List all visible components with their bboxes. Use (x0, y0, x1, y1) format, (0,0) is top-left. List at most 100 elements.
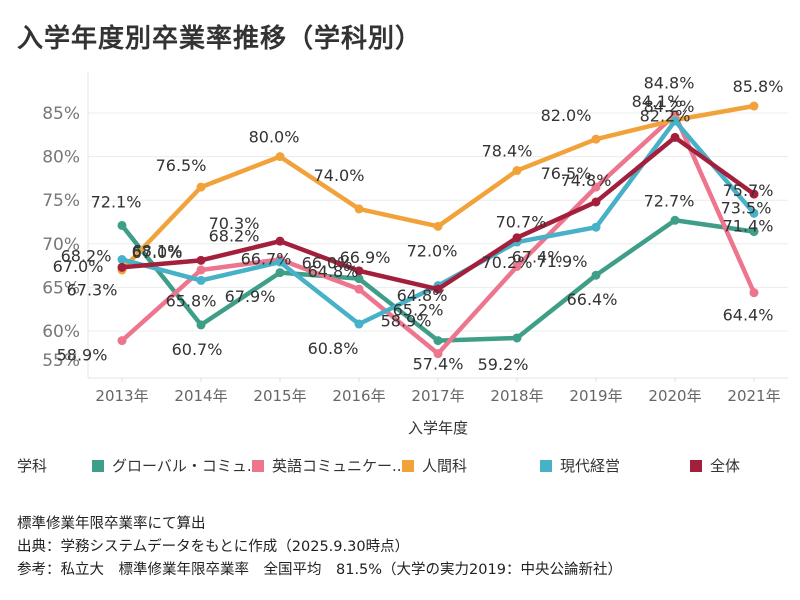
data-label: 78.4% (482, 142, 533, 161)
data-point (512, 166, 522, 176)
data-point (749, 208, 759, 218)
data-label: 82.0% (541, 106, 592, 125)
data-point (275, 268, 285, 278)
data-label: 67.0% (53, 257, 104, 276)
data-point (591, 222, 601, 232)
data-label: 66.0% (302, 254, 353, 273)
data-point (433, 284, 443, 294)
y-tick-label: 75% (42, 191, 80, 211)
data-point (196, 275, 206, 285)
data-point (196, 182, 206, 192)
legend-item-modern-management[interactable]: 現代経営 (540, 455, 620, 476)
data-label: 72.0% (407, 241, 458, 260)
data-label: 65.2% (393, 301, 444, 320)
data-label: 71.9% (537, 252, 588, 271)
data-point (275, 152, 285, 162)
data-label: 64.8% (308, 262, 359, 281)
data-label: 72.7% (644, 191, 695, 210)
data-point (433, 349, 443, 359)
data-label: 58.9% (381, 312, 432, 331)
legend-item-overall[interactable]: 全体 (690, 455, 740, 476)
data-point (670, 116, 680, 126)
legend: 学科 グローバル・コミュ.. 英語コミュニケー.. 人間科 現代経営 全体 (17, 455, 797, 479)
x-tick-label: 2021年 (727, 387, 780, 405)
data-point (512, 333, 522, 343)
y-tick-label: 55% (42, 351, 80, 371)
data-point (591, 197, 601, 207)
legend-swatch (540, 459, 552, 472)
data-point (275, 257, 285, 267)
data-label: 74.0% (314, 166, 365, 185)
data-point (117, 262, 127, 272)
line-chart: 85% 80% 75% 70% 65% 60% 55% 2013年 2014年 2015年 2016… (42, 72, 788, 437)
legend-swatch (252, 459, 264, 472)
data-point (591, 182, 601, 192)
data-label: 59.2% (478, 355, 529, 374)
legend-item-global[interactable]: グローバル・コミュ.. (92, 455, 256, 476)
data-label: 64.4% (723, 306, 774, 325)
data-label: 68.1% (132, 241, 183, 260)
data-point (749, 101, 759, 111)
data-label: 66.4% (567, 290, 618, 309)
legend-label: 人間科 (422, 457, 468, 475)
data-point (433, 336, 443, 346)
data-label: 72.1% (91, 192, 142, 211)
data-point (591, 134, 601, 144)
legend-title: 学科 (17, 457, 48, 475)
data-label: 84.1% (632, 92, 683, 111)
data-label: 67.4% (512, 247, 563, 266)
data-point (749, 288, 759, 298)
data-point (512, 233, 522, 243)
data-label: 85.8% (733, 77, 784, 96)
data-label: 67.9% (225, 287, 276, 306)
legend-item-human-sciences[interactable]: 人間科 (402, 455, 467, 476)
data-point (354, 319, 364, 329)
data-label: 68.2% (209, 226, 260, 245)
data-label: 66.9% (340, 248, 391, 267)
data-point (670, 132, 680, 142)
data-point (354, 284, 364, 294)
data-point (433, 221, 443, 231)
data-point (117, 336, 127, 346)
data-label: 67.3% (67, 280, 118, 299)
data-label: 75.7% (723, 181, 774, 200)
data-label: 60.8% (308, 339, 359, 358)
x-tick-label: 2016年 (332, 387, 385, 405)
x-tick-label: 2013年 (95, 387, 148, 405)
data-point (196, 255, 206, 265)
data-point (749, 189, 759, 199)
footnote-source: 出典：学務システムデータをもとに作成（2025.9.30時点） (17, 539, 410, 555)
legend-label: グローバル・コミュ.. (112, 457, 257, 475)
data-label: 84.2% (644, 97, 695, 116)
data-label: 64.8% (397, 286, 448, 305)
data-label: 70.2% (482, 253, 533, 272)
legend-swatch (690, 459, 702, 472)
data-point (354, 204, 364, 214)
footnotes: 標準修業年限卒業率にて算出 出典：学務システムデータをもとに作成（2025.9.… (17, 513, 622, 582)
y-tick-label: 80% (42, 148, 80, 168)
data-label: 76.5% (156, 156, 207, 175)
data-point (512, 261, 522, 271)
data-point (354, 266, 364, 276)
x-tick-label: 2015年 (253, 387, 306, 405)
x-tick-label: 2017年 (411, 387, 464, 405)
data-label: 65.8% (166, 291, 217, 310)
legend-item-english[interactable]: 英語コミュニケー.. (252, 455, 402, 476)
legend-swatch (402, 459, 414, 472)
y-tick-label: 85% (42, 104, 80, 124)
data-label: 68.2% (61, 246, 112, 265)
data-label: 80.0% (249, 128, 300, 147)
legend-label: 現代経営 (560, 457, 621, 475)
y-tick-label: 60% (42, 322, 80, 342)
x-axis-title: 入学年度 (408, 419, 468, 437)
data-label: 58.9% (57, 346, 108, 365)
data-label: 76.5% (541, 164, 592, 183)
data-label: 57.4% (413, 355, 464, 374)
data-label: 66.7% (241, 250, 292, 269)
data-label: 67.0% (132, 243, 183, 262)
data-point (117, 220, 127, 230)
legend-swatch (92, 459, 104, 472)
y-tick-label: 70% (42, 235, 80, 255)
data-label: 71.4% (723, 217, 774, 236)
data-label: 73.5% (721, 198, 772, 217)
